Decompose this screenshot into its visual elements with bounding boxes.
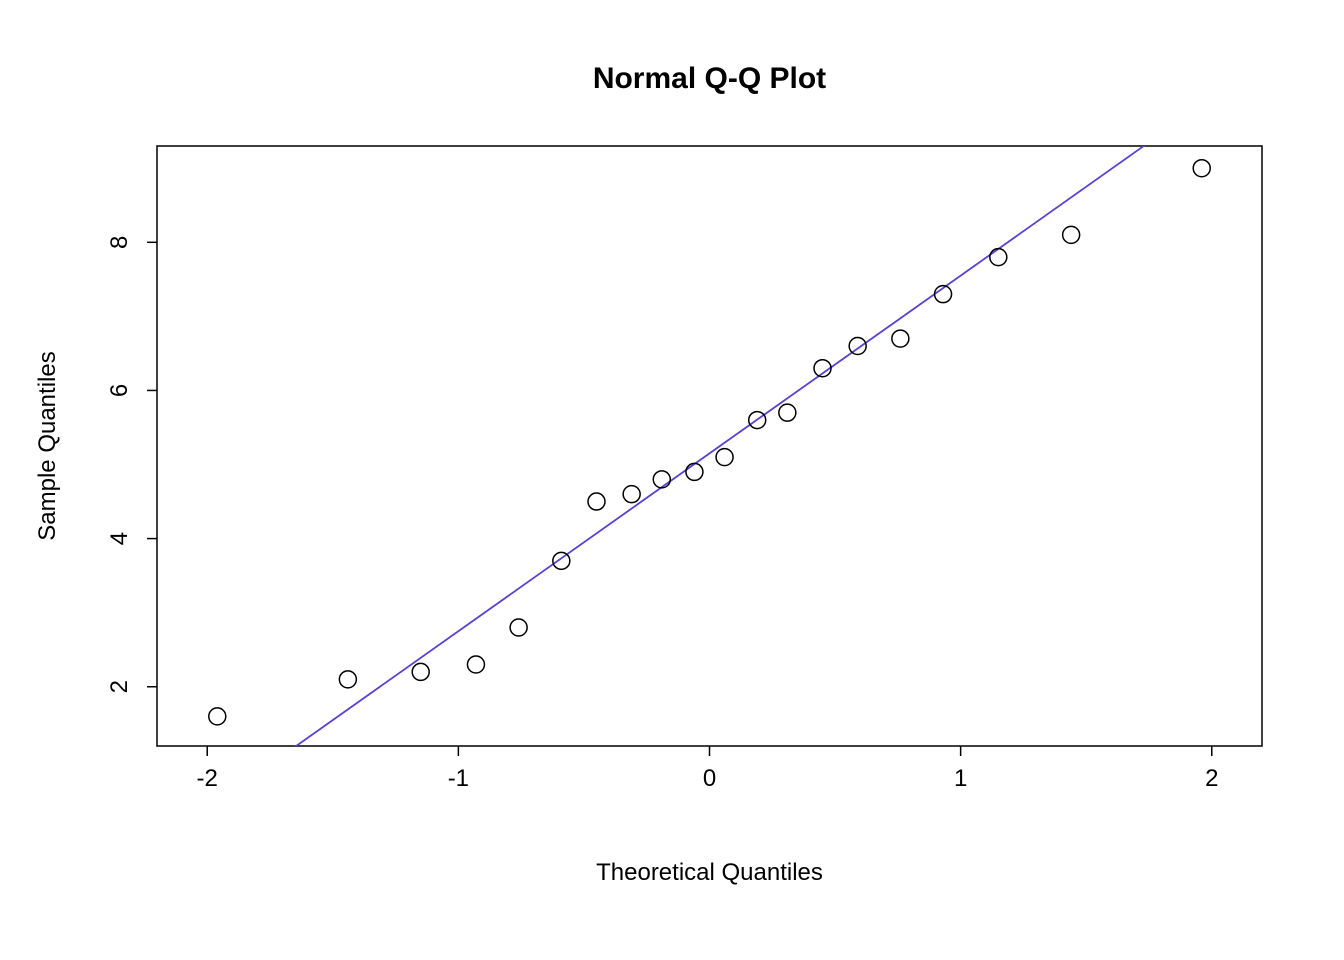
x-axis-label: Theoretical Quantiles (596, 859, 823, 886)
y-tick-label: 8 (106, 236, 133, 249)
x-tick-label: 0 (703, 765, 716, 792)
x-tick-label: -1 (448, 765, 469, 792)
x-tick-label: -2 (197, 765, 218, 792)
y-tick-label: 6 (106, 384, 133, 397)
qq-plot-svg: Normal Q-Q Plot -2 -1 0 1 2 2 4 6 8 Theoretical Qu… (0, 0, 1344, 960)
qq-plot-container: Normal Q-Q Plot -2 -1 0 1 2 2 4 6 8 Theoretical Qu… (0, 0, 1344, 960)
y-tick-label: 2 (106, 680, 133, 693)
y-axis-label: Sample Quantiles (34, 351, 61, 540)
y-tick-label: 4 (106, 532, 133, 545)
chart-title: Normal Q-Q Plot (593, 62, 826, 95)
x-tick-label: 2 (1205, 765, 1218, 792)
x-tick-label: 1 (954, 765, 967, 792)
